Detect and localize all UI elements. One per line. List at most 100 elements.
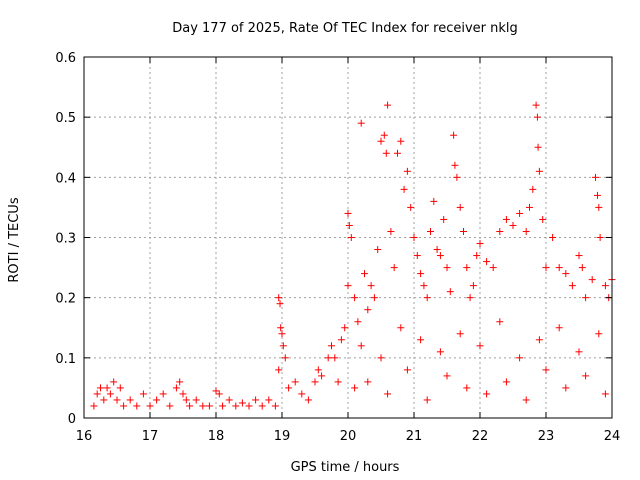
x-axis-label: GPS time / hours: [291, 460, 400, 475]
data-point: [542, 366, 550, 374]
data-point: [529, 185, 537, 193]
data-point: [534, 143, 542, 151]
data-point: [384, 390, 392, 398]
data-point: [354, 318, 362, 326]
data-point: [100, 396, 108, 404]
data-point: [133, 402, 141, 410]
data-point: [436, 348, 444, 356]
data-point: [179, 390, 187, 398]
data-point: [245, 402, 253, 410]
data-point: [496, 227, 504, 235]
data-point: [575, 348, 583, 356]
data-point: [265, 396, 273, 404]
data-point: [417, 336, 425, 344]
data-point: [328, 342, 335, 350]
data-point: [483, 390, 491, 398]
data-point: [377, 137, 385, 145]
data-point: [535, 167, 543, 175]
data-point: [433, 246, 441, 254]
x-tick-label: 24: [604, 429, 621, 444]
data-point: [562, 270, 570, 278]
data-point: [568, 282, 576, 290]
data-point: [166, 402, 174, 410]
data-point: [252, 396, 260, 404]
data-point: [397, 137, 405, 145]
data-point: [116, 384, 124, 392]
data-point: [345, 221, 353, 229]
data-point: [502, 215, 510, 223]
data-point: [532, 101, 540, 109]
data-point: [374, 246, 382, 254]
data-point: [351, 384, 359, 392]
data-point: [215, 390, 223, 398]
data-point: [400, 185, 408, 193]
x-tick-label: 19: [274, 429, 291, 444]
data-point: [341, 324, 349, 332]
data-point: [387, 227, 395, 235]
data-point: [450, 131, 458, 139]
y-tick-label: 0.6: [55, 51, 76, 66]
data-point: [232, 402, 240, 410]
data-point: [337, 336, 345, 344]
data-point: [176, 378, 184, 386]
y-axis-label: ROTI / TECUs: [7, 197, 22, 282]
y-tick-label: 0.4: [55, 171, 76, 186]
data-point: [380, 131, 388, 139]
data-point: [473, 252, 481, 260]
data-point: [344, 282, 352, 290]
data-point: [489, 264, 497, 272]
data-point: [106, 390, 114, 398]
data-point: [357, 342, 365, 350]
data-point: [516, 209, 524, 217]
data-point: [555, 264, 563, 272]
chart-title: Day 177 of 2025, Rate Of TEC Index for r…: [172, 21, 518, 36]
data-point: [153, 396, 161, 404]
data-point: [351, 294, 359, 302]
data-point: [159, 390, 167, 398]
data-point: [186, 402, 194, 410]
data-point: [103, 384, 111, 392]
y-tick-label: 0.5: [55, 111, 76, 126]
data-point: [97, 384, 104, 392]
y-tick-label: 0.1: [55, 352, 76, 367]
data-point: [533, 113, 541, 121]
data-point: [182, 396, 190, 404]
data-point: [562, 384, 570, 392]
data-point: [364, 378, 372, 386]
x-tick-label: 20: [340, 429, 357, 444]
data-point: [476, 342, 484, 350]
data-point: [443, 372, 451, 380]
data-point: [334, 378, 342, 386]
data-point: [423, 396, 431, 404]
data-point: [423, 294, 431, 302]
data-point: [382, 149, 390, 157]
data-point: [575, 252, 583, 260]
data-point: [403, 167, 411, 175]
ticks-layer: 16 17 18 19 20 21 22 23 24 0 0.1 0.2 0.3 0.4 0.5 0.6: [55, 51, 620, 444]
data-point: [146, 402, 154, 410]
data-point: [549, 234, 557, 241]
data-point: [277, 324, 285, 332]
data-point: [509, 221, 517, 229]
data-point: [276, 300, 284, 308]
y-tick-label: 0.3: [55, 232, 76, 247]
data-point: [225, 396, 233, 404]
data-point: [601, 390, 609, 398]
data-point: [526, 203, 533, 211]
data-point: [258, 402, 266, 410]
data-point: [430, 197, 438, 205]
data-point: [463, 384, 471, 392]
x-tick-label: 18: [208, 429, 225, 444]
data-point: [126, 396, 134, 404]
x-tick-label: 17: [142, 429, 159, 444]
data-point: [535, 336, 543, 344]
data-point: [403, 366, 411, 374]
data-point: [420, 282, 428, 290]
data-point: [361, 270, 368, 278]
data-point: [304, 396, 312, 404]
data-point: [595, 330, 603, 338]
data-point: [314, 366, 322, 374]
data-point: [394, 149, 401, 157]
data-point: [443, 264, 451, 272]
